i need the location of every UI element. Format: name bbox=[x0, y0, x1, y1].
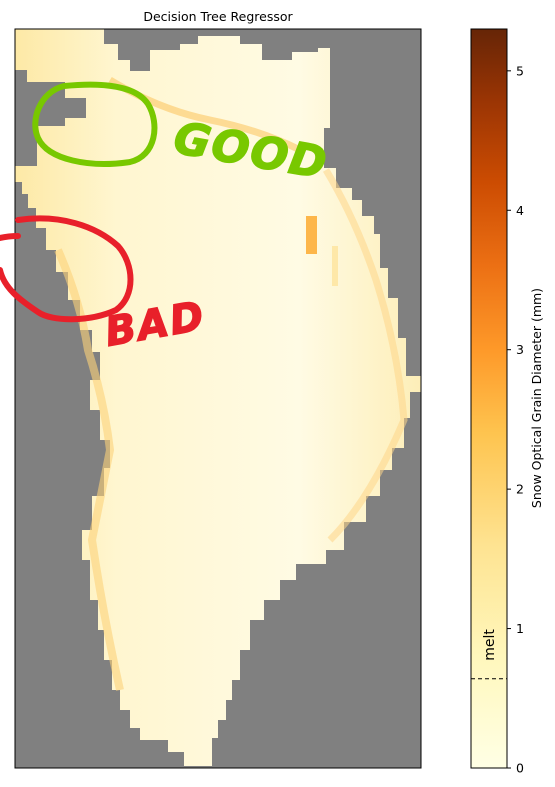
melt-label: melt bbox=[482, 629, 498, 661]
warm-patch bbox=[306, 216, 317, 254]
colorbar-label: Snow Optical Grain Diameter (mm) bbox=[529, 288, 544, 508]
greenland-ice-sheet bbox=[15, 29, 421, 766]
colorbar-tick-label: 4 bbox=[516, 203, 524, 218]
colorbar-gradient bbox=[471, 29, 507, 768]
colorbar-tick-label: 3 bbox=[516, 342, 524, 357]
colorbar-tick-label: 1 bbox=[516, 621, 524, 636]
map-axes bbox=[14, 28, 422, 769]
bad-stroke-mark bbox=[0, 233, 21, 241]
map-frame bbox=[14, 28, 422, 769]
colorbar-tick-label: 2 bbox=[516, 482, 524, 497]
bad-circle-mark bbox=[0, 215, 134, 323]
inlet bbox=[15, 70, 27, 82]
warm-patch bbox=[332, 246, 338, 286]
good-circle-mark bbox=[32, 81, 158, 167]
ice-sheet-outline bbox=[15, 29, 421, 766]
colorbar-ticks: 0 1 2 3 4 5 bbox=[507, 63, 524, 776]
colorbar-tick-label: 0 bbox=[516, 761, 524, 776]
colorbar-frame bbox=[470, 28, 508, 769]
inlet bbox=[64, 98, 86, 118]
colorbar-tick-label: 5 bbox=[516, 63, 524, 78]
chart-title: Decision Tree Regressor bbox=[143, 9, 293, 24]
colorbar: melt 0 1 2 3 4 5 Snow Optical Grain Diameter … bbox=[470, 28, 544, 776]
inlet bbox=[15, 126, 37, 166]
coastal-margin-east bbox=[322, 168, 408, 543]
